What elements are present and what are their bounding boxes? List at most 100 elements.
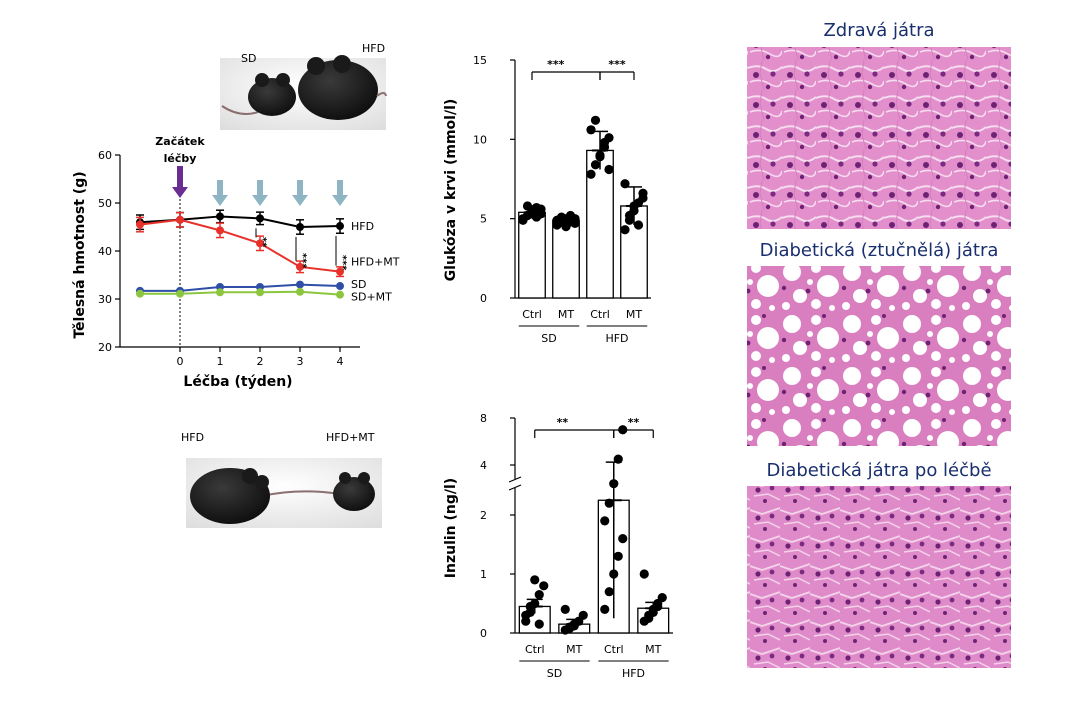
significance-label: ** bbox=[628, 416, 640, 429]
group-label: SD bbox=[541, 332, 556, 345]
y-tick-label: 10 bbox=[473, 133, 487, 146]
x-tick-label: 2 bbox=[257, 355, 264, 368]
histology-panels: Zdravá játra Diabetická (ztučnělá) játra… bbox=[747, 20, 1011, 668]
data-point bbox=[590, 115, 601, 125]
data-point bbox=[556, 212, 567, 222]
data-point bbox=[620, 179, 630, 189]
data-point bbox=[296, 280, 304, 289]
weekly-treatment-arrow-shaft bbox=[257, 180, 263, 196]
y-tick-label: 60 bbox=[98, 149, 112, 162]
data-point bbox=[256, 288, 264, 297]
category-label: Ctrl bbox=[590, 308, 610, 321]
mouse-tail bbox=[376, 92, 387, 97]
data-point bbox=[539, 581, 549, 591]
data-point bbox=[586, 169, 596, 179]
y-tick-label: 2 bbox=[480, 509, 487, 522]
mouse-sd bbox=[248, 78, 296, 116]
data-point bbox=[525, 601, 535, 612]
data-point bbox=[578, 610, 588, 620]
data-point bbox=[534, 590, 544, 600]
axis-break-gap bbox=[509, 479, 521, 488]
significance-label: ** bbox=[557, 416, 569, 429]
data-point bbox=[136, 220, 144, 229]
y-tick-label: 40 bbox=[98, 245, 112, 258]
histology-title-healthy: Zdravá játra bbox=[823, 20, 934, 41]
data-point bbox=[521, 610, 531, 620]
x-tick-label: 4 bbox=[337, 355, 344, 368]
treatment-start-arrow-shaft bbox=[177, 166, 183, 188]
data-point bbox=[518, 215, 528, 225]
series-line bbox=[139, 218, 341, 273]
weekly-treatment-arrow-head bbox=[252, 195, 268, 206]
data-point bbox=[296, 223, 304, 231]
category-label: Ctrl bbox=[522, 308, 542, 321]
data-point bbox=[653, 601, 663, 612]
mouse-photo-top: SD HFD bbox=[220, 42, 387, 130]
body-weight-axes: 20 30 40 50 60 0 1 2 3 4 bbox=[98, 149, 360, 368]
histology-image-fatty bbox=[747, 266, 1011, 446]
data-point bbox=[216, 226, 224, 235]
y-tick-label: 0 bbox=[480, 627, 487, 640]
data-point bbox=[336, 290, 344, 299]
bar bbox=[518, 211, 546, 299]
data-point bbox=[531, 212, 542, 222]
data-point bbox=[629, 201, 639, 211]
y-tick-label: 4 bbox=[480, 459, 487, 472]
body-weight-series bbox=[136, 209, 344, 299]
weekly-treatment-arrow-head bbox=[292, 195, 308, 206]
x-tick-label: 3 bbox=[297, 355, 304, 368]
data-point bbox=[618, 534, 628, 544]
series-line bbox=[140, 290, 341, 296]
data-point bbox=[613, 551, 623, 561]
histology-image-treated bbox=[747, 486, 1011, 668]
photo-label-hfd-mt: HFD+MT bbox=[326, 431, 375, 444]
weekly-treatment-arrow-shaft bbox=[297, 180, 303, 196]
y-tick-label: 15 bbox=[473, 54, 487, 67]
bar bbox=[552, 219, 580, 299]
series-label: HFD bbox=[351, 220, 374, 233]
data-point bbox=[296, 262, 304, 271]
data-point bbox=[176, 215, 184, 224]
data-point bbox=[569, 621, 579, 631]
category-label: MT bbox=[626, 308, 642, 321]
histology-image-healthy bbox=[747, 47, 1011, 229]
y-tick-label: 5 bbox=[480, 213, 487, 226]
x-tick-label: 1 bbox=[217, 355, 224, 368]
y-tick-label: 8 bbox=[480, 412, 487, 425]
mouse-ear bbox=[339, 472, 351, 484]
start-annotation-line-1: Začátek bbox=[155, 135, 205, 148]
data-point bbox=[176, 289, 184, 298]
treatment-start-arrow-head bbox=[172, 187, 188, 198]
data-point bbox=[604, 164, 614, 175]
y-tick-label: 1 bbox=[480, 568, 487, 581]
series-label: SD+MT bbox=[351, 291, 392, 304]
start-annotation-line-2: léčby bbox=[164, 152, 197, 165]
glucose-y-axis-label: Glukóza v krvi (mmol/l) bbox=[443, 99, 459, 282]
data-point bbox=[657, 593, 667, 603]
data-point bbox=[136, 289, 144, 298]
data-point bbox=[336, 267, 344, 276]
group-label: HFD bbox=[622, 667, 645, 680]
data-point bbox=[530, 575, 540, 585]
weekly-treatment-arrow-shaft bbox=[217, 180, 223, 196]
data-point bbox=[336, 282, 344, 291]
data-point bbox=[609, 479, 619, 489]
glucose-chart: Glukóza v krvi (mmol/l) 0 5 10 15 Ctrl MT Ctrl… bbox=[443, 54, 651, 345]
x-tick-label: 0 bbox=[177, 355, 184, 368]
significance-label: *** bbox=[608, 58, 626, 71]
data-point bbox=[590, 160, 601, 170]
significance-label: *** bbox=[547, 58, 565, 71]
body-weight-y-axis-label: Tělesná hmotnost (g) bbox=[72, 171, 88, 338]
mouse-ear bbox=[242, 468, 258, 484]
data-point bbox=[534, 619, 544, 629]
data-point bbox=[638, 193, 648, 203]
data-point bbox=[536, 204, 546, 214]
data-point bbox=[604, 587, 614, 597]
data-point bbox=[522, 201, 533, 211]
category-label: Ctrl bbox=[525, 643, 545, 656]
axis-break-mark bbox=[508, 476, 522, 483]
series-line bbox=[140, 283, 341, 292]
data-point bbox=[586, 125, 596, 135]
data-point bbox=[633, 220, 644, 230]
